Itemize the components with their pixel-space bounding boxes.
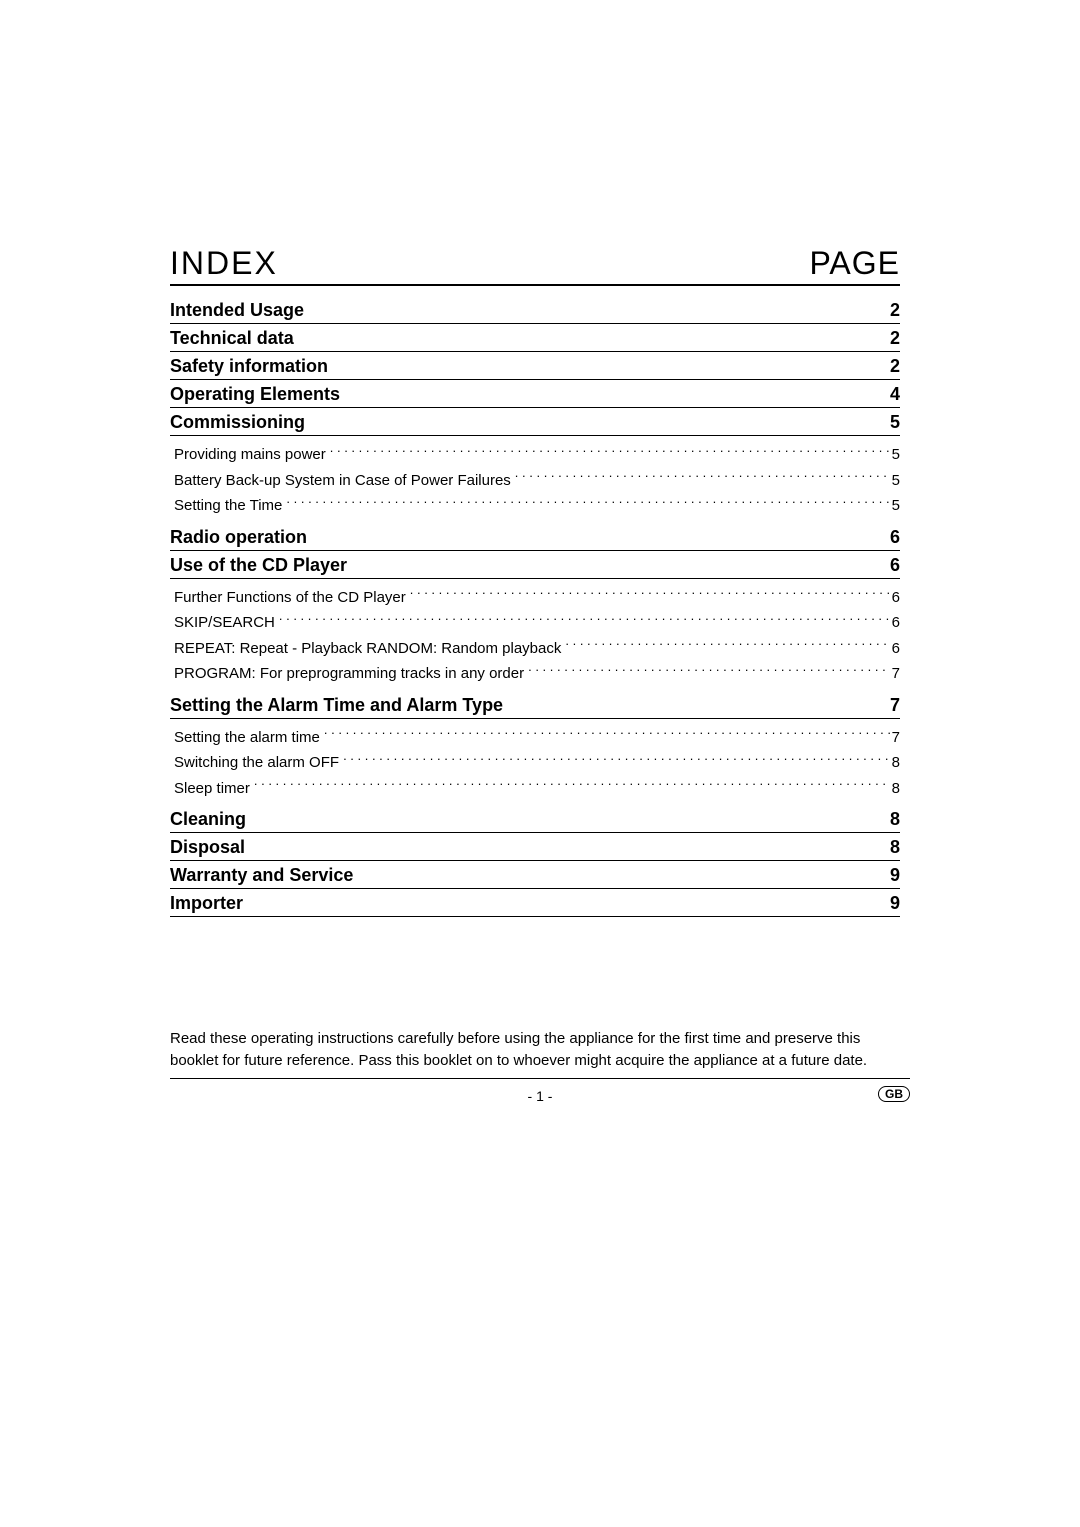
toc-section-row: Cleaning 8 [170,805,900,833]
toc-sub-row: PROGRAM: For preprogramming tracks in an… [174,661,900,687]
toc-sub-row: Setting the Time 5 [174,493,900,519]
leader-dots [565,638,889,653]
toc-sub-row: Battery Back-up System in Case of Power … [174,468,900,494]
toc-section-row: Commissioning 5 [170,408,900,436]
toc-section-title: Importer [170,893,243,914]
toc-sub-page: 8 [890,776,900,802]
leader-dots [410,587,890,602]
leader-dots [330,444,890,459]
document-page: INDEX PAGE Intended Usage2Technical data… [0,0,1080,1527]
leader-dots [515,470,890,485]
toc-sub-page: 5 [890,442,900,468]
toc-sub-label: Setting the alarm time [174,725,324,751]
toc-sub-page: 7 [890,725,900,751]
toc-section-title: Operating Elements [170,384,340,405]
toc-section-row: Operating Elements 4 [170,380,900,408]
toc-section-page: 5 [890,412,900,433]
toc-section-title: Warranty and Service [170,865,353,886]
toc-section-row: Disposal 8 [170,833,900,861]
toc-section-row: Importer 9 [170,889,900,917]
toc-section-title: Intended Usage [170,300,304,321]
toc-sub-page: 5 [890,493,900,519]
toc-sub-label: Sleep timer [174,776,254,802]
toc-sub-row: Further Functions of the CD Player 6 [174,585,900,611]
toc-sub-page: 6 [890,585,900,611]
toc-section-page: 8 [890,837,900,858]
toc-section-title: Commissioning [170,412,305,433]
toc-sub-row: Sleep timer 8 [174,776,900,802]
leader-dots [279,612,890,627]
toc-sub-label: REPEAT: Repeat - Playback RANDOM: Random… [174,636,565,662]
toc-section-row: Warranty and Service 9 [170,861,900,889]
toc-section-page: 2 [890,356,900,377]
toc-sub-label: Further Functions of the CD Player [174,585,410,611]
toc-sub-label: Switching the alarm OFF [174,750,343,776]
toc-section-row: Intended Usage 2 [170,296,900,324]
toc-sub-label: Battery Back-up System in Case of Power … [174,468,515,494]
table-of-contents: Intended Usage2Technical data2Safety inf… [170,296,900,917]
toc-sub-label: PROGRAM: For preprogramming tracks in an… [174,661,528,687]
leader-dots [254,778,890,793]
toc-sub-page: 5 [890,468,900,494]
toc-sub-row: SKIP/SEARCH 6 [174,610,900,636]
index-header-row: INDEX PAGE [170,245,900,286]
index-title: INDEX [170,245,278,282]
toc-section-page: 7 [890,695,900,716]
toc-sub-block: Further Functions of the CD Player6SKIP/… [170,579,900,691]
toc-section-row: Radio operation 6 [170,523,900,551]
toc-sub-block: Providing mains power 5 Battery Back-up Sy… [170,436,900,523]
toc-sub-label: SKIP/SEARCH [174,610,279,636]
toc-sub-row: Providing mains power 5 [174,442,900,468]
toc-section-page: 6 [890,527,900,548]
footer-rule [170,1078,910,1079]
toc-sub-label: Setting the Time [174,493,286,519]
leader-dots [324,727,890,742]
toc-sub-page: 8 [890,750,900,776]
toc-section-title: Safety information [170,356,328,377]
toc-sub-page: 6 [890,636,900,662]
toc-section-page: 2 [890,300,900,321]
toc-section-row: Technical data 2 [170,324,900,352]
toc-section-title: Cleaning [170,809,246,830]
toc-section-title: Setting the Alarm Time and Alarm Type [170,695,503,716]
toc-section-page: 2 [890,328,900,349]
toc-section-page: 6 [890,555,900,576]
toc-section-page: 8 [890,809,900,830]
toc-section-row: Use of the CD Player 6 [170,551,900,579]
toc-section-row: Safety information 2 [170,352,900,380]
leader-dots [286,495,889,510]
toc-section-page: 4 [890,384,900,405]
toc-sub-page: 6 [890,610,900,636]
toc-section-page: 9 [890,865,900,886]
page-number: - 1 - [0,1088,1080,1104]
leader-dots [528,663,890,678]
toc-section-row: Setting the Alarm Time and Alarm Type 7 [170,691,900,719]
toc-sub-row: Setting the alarm time 7 [174,725,900,751]
page-column-title: PAGE [809,245,900,282]
toc-sub-page: 7 [890,661,900,687]
toc-section-title: Technical data [170,328,294,349]
leader-dots [343,752,890,767]
toc-section-page: 9 [890,893,900,914]
toc-section-title: Radio operation [170,527,307,548]
toc-section-title: Use of the CD Player [170,555,347,576]
toc-sub-label: Providing mains power [174,442,330,468]
toc-sub-row: REPEAT: Repeat - Playback RANDOM: Random… [174,636,900,662]
footer-instruction-text: Read these operating instructions carefu… [170,1028,900,1072]
toc-sub-block: Setting the alarm time7Switching the ala… [170,719,900,806]
toc-section-title: Disposal [170,837,245,858]
region-badge: GB [878,1086,910,1102]
toc-sub-row: Switching the alarm OFF 8 [174,750,900,776]
